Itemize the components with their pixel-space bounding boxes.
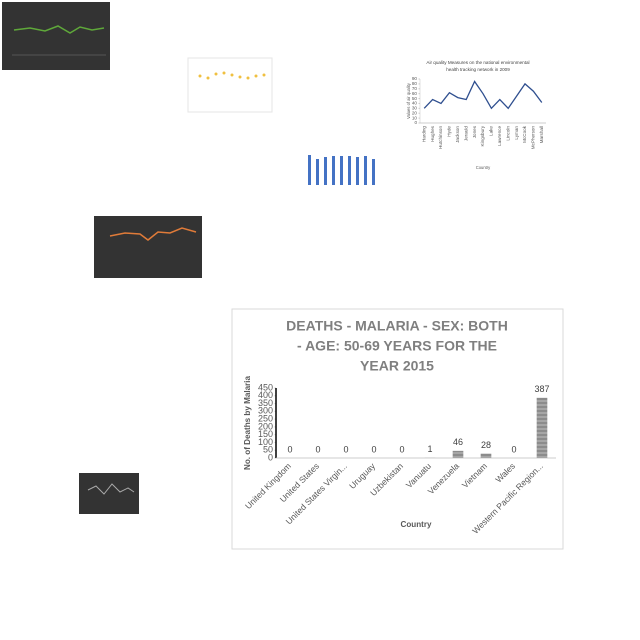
y-tick-label: 10 [412, 115, 418, 120]
data-line [423, 80, 543, 110]
x-tick-label: Hughes [430, 125, 435, 142]
x-tick-label: Hyde [447, 126, 452, 137]
value-label: 0 [371, 444, 376, 454]
value-label: 0 [511, 444, 516, 454]
y-tick-label: 200 [258, 421, 273, 431]
value-label: 28 [481, 440, 491, 450]
thumbnail-dark-green [2, 2, 110, 70]
y-tick-label: 300 [258, 406, 273, 416]
y-tick-label: 30 [412, 106, 418, 111]
x-tick-label: Hutchinson [438, 126, 443, 149]
y-tick-label: 100 [258, 437, 273, 447]
x-tick-label: Lake [489, 126, 494, 136]
value-label: 0 [315, 444, 320, 454]
value-label: 46 [453, 437, 463, 447]
y-tick-label: 90 [412, 76, 418, 81]
y-tick-label: 60 [412, 91, 418, 96]
x-tick-label: Marshall [539, 126, 544, 143]
thumbnail-dark-orange [94, 216, 202, 278]
value-label: 387 [534, 384, 549, 394]
y-tick-label: 0 [268, 452, 273, 462]
value-label: 0 [343, 444, 348, 454]
thumbnail-dark-small [79, 473, 139, 514]
value-label: 0 [287, 444, 292, 454]
y-tick-label: 40 [412, 101, 418, 106]
y-tick-label: 70 [412, 86, 418, 91]
chart-title: health tracking network in 2009 [446, 67, 510, 72]
x-tick-label: McCook [522, 125, 527, 143]
y-tick-label: 20 [412, 110, 418, 115]
value-label: 0 [399, 444, 404, 454]
chart-title: YEAR 2015 [360, 358, 434, 374]
x-tick-label: Lawrence [497, 126, 502, 146]
chart-title: Air quality Measures on the national env… [426, 60, 529, 65]
bar [480, 453, 492, 458]
thumbnail-bars [300, 136, 380, 202]
y-tick-label: 50 [412, 96, 418, 101]
y-axis-label: Values of air quality [406, 82, 411, 119]
x-tick-label: McPherson [531, 126, 536, 150]
value-label: 1 [427, 444, 432, 454]
x-tick-label: Harding [421, 126, 426, 143]
x-axis-label: Country [476, 165, 491, 170]
y-axis-label: No. of Deaths by Malaria [243, 376, 252, 470]
chart-title: DEATHS - MALARIA - SEX: BOTH [286, 318, 508, 334]
x-tick-label: Lyman [514, 126, 519, 140]
y-tick-label: 450 [258, 382, 273, 392]
chart-title: - AGE: 50-69 YEARS FOR THE [297, 338, 497, 354]
chart-frame [231, 308, 564, 550]
x-tick-label: Jerauld [463, 126, 468, 142]
y-tick-label: 250 [258, 413, 273, 423]
thumbnail-scatter [187, 57, 273, 113]
x-axis-label: Country [400, 520, 432, 529]
y-tick-label: 350 [258, 398, 273, 408]
y-tick-label: 400 [258, 390, 273, 400]
y-tick-label: 150 [258, 429, 273, 439]
y-tick-label: 0 [414, 120, 417, 125]
x-tick-label: Jones [472, 125, 477, 138]
y-tick-label: 80 [412, 81, 418, 86]
x-tick-label: Lincoln [505, 126, 510, 141]
bar [452, 450, 464, 458]
x-tick-label: Kingsbury [480, 125, 485, 146]
y-tick-label: 50 [263, 445, 273, 455]
bar [536, 397, 548, 458]
x-tick-label: Jackson [455, 126, 460, 143]
